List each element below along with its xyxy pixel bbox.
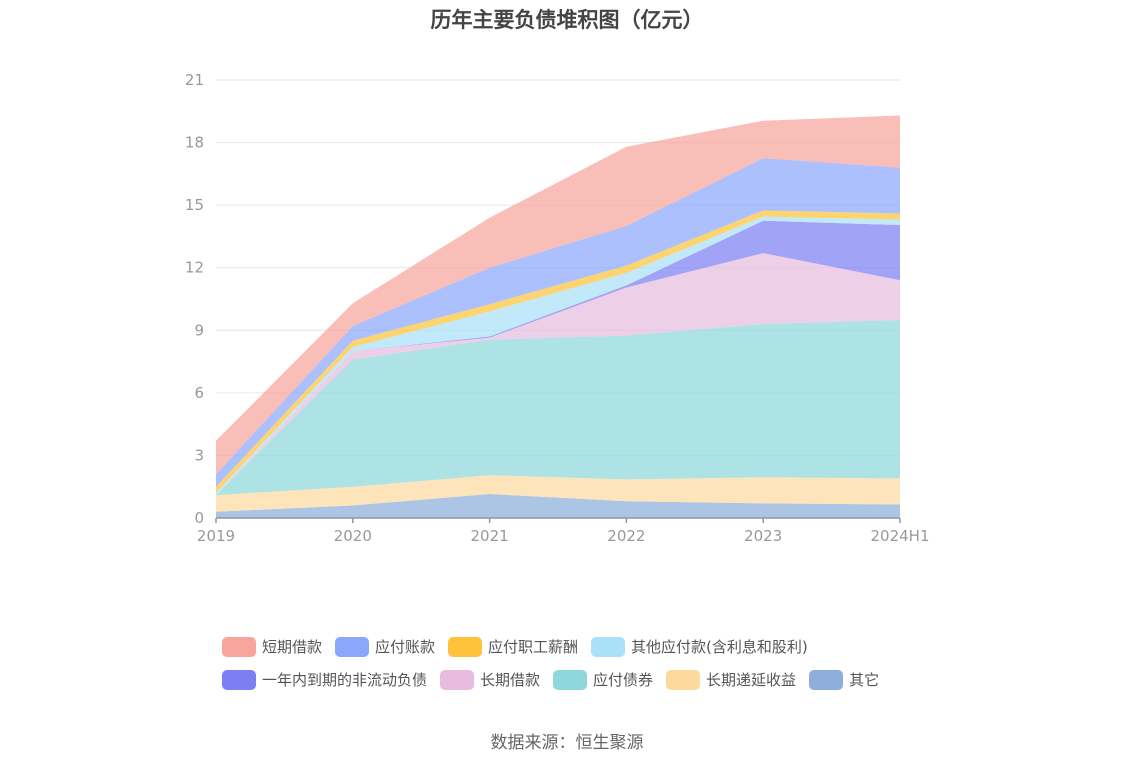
legend-swatch: [222, 669, 256, 690]
legend-item[interactable]: 其他应付款(含利息和股利): [591, 636, 808, 657]
x-tick-label: 2021: [471, 527, 509, 545]
legend-item[interactable]: 一年内到期的非流动负债: [222, 669, 427, 690]
x-tick-label: 2024H1: [871, 527, 930, 545]
legend-item[interactable]: 应付债券: [553, 669, 653, 690]
y-tick-label: 3: [194, 446, 204, 464]
legend-item[interactable]: 长期递延收益: [666, 669, 796, 690]
legend-label: 应付账款: [375, 638, 436, 656]
legend-swatch: [222, 636, 256, 657]
legend-label: 长期借款: [480, 671, 541, 689]
x-tick-label: 2020: [334, 527, 372, 545]
chart-title: 历年主要负债堆积图（亿元）: [430, 8, 704, 32]
area-series-7: [216, 158, 900, 487]
legend-swatch: [335, 636, 370, 657]
x-tick-label: 2023: [744, 527, 782, 545]
x-tick-label: 2019: [197, 527, 235, 545]
y-tick-label: 6: [194, 384, 204, 402]
legend-label: 其他应付款(含利息和股利): [631, 638, 808, 656]
legend-item[interactable]: 长期借款: [440, 669, 540, 690]
legend-label: 一年内到期的非流动负债: [262, 671, 428, 689]
area-series-2: [216, 319, 900, 496]
legend-label: 长期递延收益: [706, 671, 797, 689]
legend-item[interactable]: 应付职工薪酬: [448, 636, 578, 657]
y-tick-label: 18: [185, 134, 204, 152]
legend-item[interactable]: 其它: [809, 669, 879, 690]
legend-swatch: [666, 669, 701, 690]
y-tick-label: 21: [185, 71, 204, 89]
legend-swatch: [809, 669, 844, 690]
y-tick-label: 15: [185, 196, 204, 214]
legend: 短期借款 应付账款 应付职工薪酬 其他应付款(含利息和股利) 一年内到期的非流动负债 长期…: [222, 630, 922, 696]
area-series: [216, 115, 900, 518]
legend-label: 应付职工薪酬: [488, 638, 579, 656]
legend-label: 其它: [849, 671, 880, 689]
legend-swatch: [440, 669, 475, 690]
legend-swatch: [591, 636, 626, 657]
y-tick-label: 12: [185, 259, 204, 277]
area-series-3: [216, 253, 900, 496]
y-tick-label: 9: [194, 321, 204, 339]
data-source: 数据来源：恒生聚源: [490, 733, 644, 753]
legend-row: 一年内到期的非流动负债 长期借款 应付债券 长期递延收益 其它: [222, 663, 922, 696]
area-series-1: [216, 475, 900, 512]
legend-row: 短期借款 应付账款 应付职工薪酬 其他应付款(含利息和股利): [222, 630, 922, 663]
legend-item[interactable]: 短期借款: [222, 636, 322, 657]
legend-item[interactable]: 应付账款: [335, 636, 435, 657]
y-tick-label: 0: [194, 509, 204, 527]
area-series-8: [216, 115, 900, 475]
legend-label: 短期借款: [262, 638, 323, 656]
legend-label: 应付债券: [593, 671, 654, 689]
area-series-4: [216, 220, 900, 496]
legend-swatch: [448, 636, 483, 657]
x-tick-label: 2022: [607, 527, 645, 545]
legend-swatch: [553, 669, 588, 690]
area-series-0: [216, 494, 900, 518]
axes: 0 3 6 9 12 15 18 21 2019 2020 2021 2022 2023 2024H1: [185, 71, 930, 545]
